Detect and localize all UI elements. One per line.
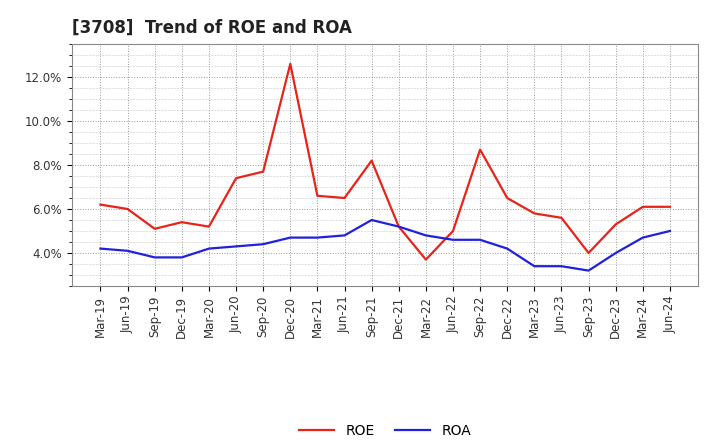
ROE	[665, 204, 674, 209]
ROE	[611, 222, 620, 227]
ROA	[286, 235, 294, 240]
Text: [3708]  Trend of ROE and ROA: [3708] Trend of ROE and ROA	[72, 19, 352, 37]
ROA	[557, 264, 566, 269]
ROA	[395, 224, 403, 229]
ROA	[530, 264, 539, 269]
ROE	[557, 215, 566, 220]
ROA	[503, 246, 511, 251]
ROE	[204, 224, 213, 229]
ROA	[665, 228, 674, 234]
ROE	[123, 206, 132, 212]
ROA	[178, 255, 186, 260]
ROE	[395, 224, 403, 229]
ROA	[449, 237, 457, 242]
ROE	[449, 228, 457, 234]
ROA	[204, 246, 213, 251]
ROA	[232, 244, 240, 249]
ROE	[313, 193, 322, 198]
ROA	[259, 242, 268, 247]
Legend: ROE, ROA: ROE, ROA	[294, 419, 477, 440]
ROE	[367, 158, 376, 163]
ROE	[476, 147, 485, 152]
ROE	[96, 202, 105, 207]
ROA	[611, 250, 620, 256]
ROA	[367, 217, 376, 223]
ROE	[584, 250, 593, 256]
ROE	[503, 195, 511, 201]
ROA	[123, 248, 132, 253]
ROA	[421, 233, 430, 238]
ROE	[178, 220, 186, 225]
ROE	[530, 211, 539, 216]
ROE	[639, 204, 647, 209]
ROE	[421, 257, 430, 262]
Line: ROA: ROA	[101, 220, 670, 271]
ROE	[259, 169, 268, 174]
ROA	[476, 237, 485, 242]
Line: ROE: ROE	[101, 64, 670, 260]
ROA	[584, 268, 593, 273]
ROE	[341, 195, 349, 201]
ROE	[150, 226, 159, 231]
ROA	[150, 255, 159, 260]
ROA	[341, 233, 349, 238]
ROE	[286, 61, 294, 66]
ROE	[232, 176, 240, 181]
ROA	[313, 235, 322, 240]
ROA	[639, 235, 647, 240]
ROA	[96, 246, 105, 251]
